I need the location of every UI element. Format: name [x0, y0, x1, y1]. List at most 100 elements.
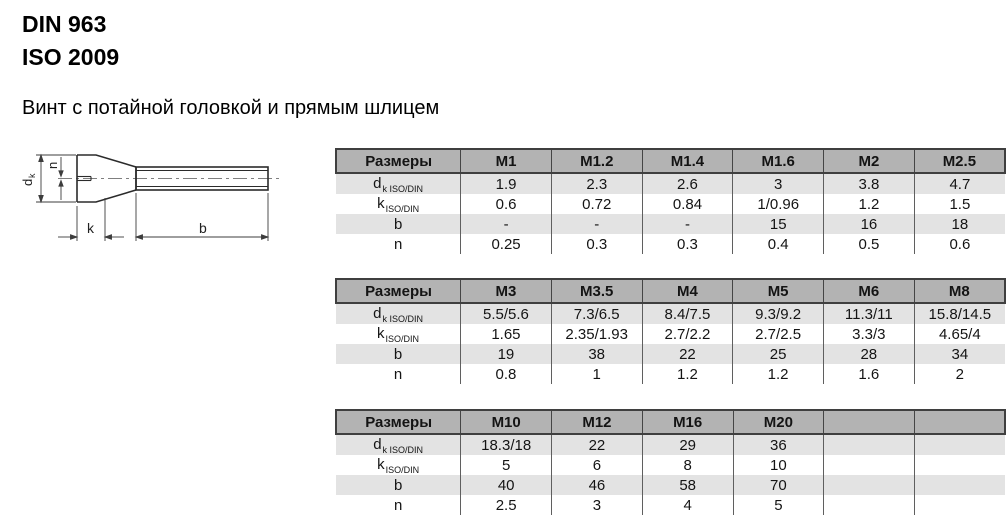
row-label: dk ISO/DIN [336, 303, 461, 324]
head-top-edge [77, 154, 137, 168]
value-cell: 1.2 [823, 194, 915, 214]
column-header: M3 [460, 278, 552, 304]
table-header-row: Размеры M10 M12 M16 M20 [335, 409, 1006, 435]
value-cell: 1.2 [732, 364, 824, 384]
value-cell: 38 [550, 344, 643, 364]
value-cell: 0.84 [641, 194, 733, 214]
table-row: dk ISO/DIN 18.3/18 22 29 36 [336, 434, 1005, 455]
slot [77, 175, 92, 182]
n-label: n [45, 162, 60, 169]
dimensions-table-1: Размеры M1 M1.2 M1.4 M1.6 M2 M2.5 dk ISO/DIN 1.9… [335, 148, 1006, 254]
row-label: b [336, 475, 461, 495]
table-row: kISO/DIN 5 6 8 10 [336, 455, 1005, 475]
value-cell: 28 [822, 344, 915, 364]
value-cell: 15 [732, 214, 824, 234]
value-cell: 8.4/7.5 [641, 303, 733, 324]
value-cell: 4.7 [913, 173, 1005, 194]
dimension-k [58, 198, 124, 241]
value-cell: 0.5 [823, 234, 915, 254]
table-row: kISO/DIN 1.65 2.35/1.93 2.7/2.2 2.7/2.5 3.3/3… [336, 324, 1005, 344]
value-cell [913, 475, 1005, 495]
row-label: dk ISO/DIN [336, 434, 461, 455]
table-row: kISO/DIN 0.6 0.72 0.84 1/0.96 1.2 1.5 [336, 194, 1005, 214]
row-label: n [393, 365, 403, 383]
value-cell: 10 [732, 455, 824, 475]
table-row: n 2.5 3 4 5 [336, 495, 1005, 515]
svg-text:k: k [27, 173, 37, 178]
value-cell: 2.35/1.93 [550, 324, 643, 344]
value-cell: 0.3 [641, 234, 733, 254]
column-header: M3.5 [550, 278, 643, 304]
screw-shank [135, 166, 269, 191]
value-cell: 4.65/4 [913, 324, 1005, 344]
value-cell: 25 [732, 344, 824, 364]
value-cell: 7.3/6.5 [550, 303, 643, 324]
table-row: n 0.25 0.3 0.3 0.4 0.5 0.6 [336, 234, 1005, 254]
row-label: dk ISO/DIN [336, 173, 461, 194]
value-cell: 70 [732, 475, 824, 495]
column-header: M6 [822, 278, 915, 304]
value-cell: 2 [913, 364, 1005, 384]
dimensions-table-m3-m8-container: Размеры M3 M3.5 M4 M5 M6 M8 dk ISO/DIN 5.5/5.6 7.… [335, 278, 1006, 384]
column-header: M20 [732, 409, 824, 435]
value-cell: 8 [641, 455, 734, 475]
value-cell: 3 [551, 495, 643, 515]
thread-lines [136, 170, 268, 187]
value-cell: 1 [550, 364, 643, 384]
value-cell: 2.5 [460, 495, 552, 515]
column-header: M1.4 [641, 148, 733, 174]
dimension-b [134, 193, 270, 241]
row-label: n [393, 235, 403, 253]
value-cell: 15.8/14.5 [913, 303, 1005, 324]
dimensions-table-3: Размеры M10 M12 M16 M20 dk ISO/DIN 18.3/18 22 29… [335, 409, 1006, 515]
value-cell: 11.3/11 [822, 303, 915, 324]
column-header: Размеры [335, 409, 461, 435]
screw-outline [76, 154, 269, 203]
value-cell: 1/0.96 [732, 194, 824, 214]
column-header: M5 [732, 278, 824, 304]
head-bottom-edge [77, 189, 137, 203]
table-header-row: Размеры M3 M3.5 M4 M5 M6 M8 [335, 278, 1006, 304]
row-label: b [336, 344, 461, 364]
table-row: n 0.8 1 1.2 1.2 1.6 2 [336, 364, 1005, 384]
value-cell: 0.6 [460, 194, 552, 214]
value-cell: 2.3 [550, 173, 643, 194]
value-cell: 2.7/2.5 [732, 324, 824, 344]
value-cell: 3.3/3 [822, 324, 915, 344]
value-cell: 1.2 [641, 364, 733, 384]
table-row: b 19 38 22 25 28 34 [336, 344, 1005, 364]
svg-text:d: d [20, 179, 35, 186]
value-cell: 40 [460, 475, 552, 495]
dk-label: d k [20, 173, 37, 186]
value-cell [913, 455, 1005, 475]
column-header: M2.5 [913, 148, 1006, 174]
column-header: M2 [823, 148, 915, 174]
table-header-row: Размеры M1 M1.2 M1.4 M1.6 M2 M2.5 [335, 148, 1006, 174]
value-cell: 22 [551, 434, 643, 455]
row-label: kISO/DIN [377, 455, 420, 475]
value-cell: 16 [823, 214, 915, 234]
value-cell: 19 [460, 344, 552, 364]
value-cell: 0.3 [550, 234, 643, 254]
dimensions-table-2: Размеры M3 M3.5 M4 M5 M6 M8 dk ISO/DIN 5.5/5.6 7.… [335, 278, 1006, 384]
value-cell: 34 [913, 344, 1005, 364]
column-header [913, 409, 1006, 435]
value-cell: 1.6 [822, 364, 915, 384]
value-cell: 22 [641, 344, 733, 364]
column-header: M12 [551, 409, 643, 435]
value-cell [913, 495, 1005, 515]
value-cell: 2.6 [641, 173, 733, 194]
value-cell: 1.5 [913, 194, 1005, 214]
value-cell: 5.5/5.6 [460, 303, 552, 324]
column-header: M1 [460, 148, 552, 174]
value-cell [823, 455, 915, 475]
value-cell: 58 [641, 475, 734, 495]
value-cell: 18 [913, 214, 1005, 234]
value-cell: 0.4 [732, 234, 824, 254]
value-cell: 0.8 [460, 364, 552, 384]
value-cell: 3 [732, 173, 824, 194]
k-label: k [87, 220, 95, 236]
value-cell: 5 [460, 455, 552, 475]
value-cell: 0.6 [913, 234, 1005, 254]
